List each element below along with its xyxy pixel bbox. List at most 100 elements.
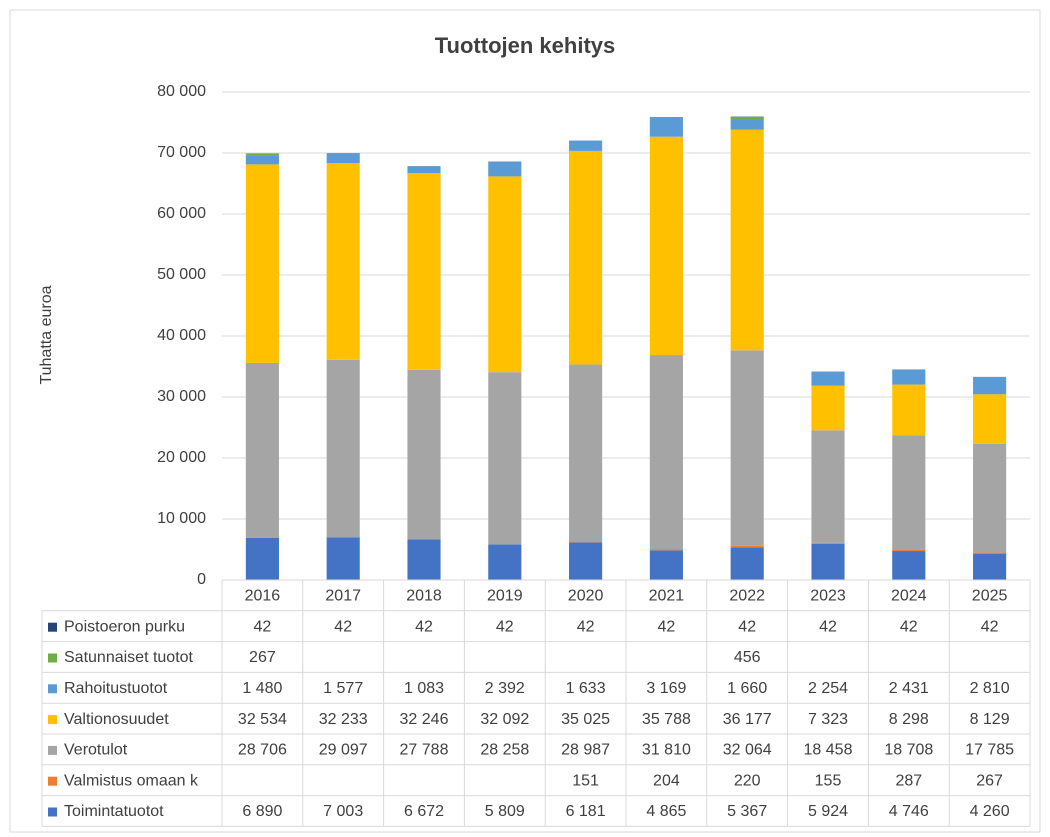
legend-key (48, 653, 57, 663)
bar-segment (892, 549, 926, 552)
bar-segment (730, 129, 764, 351)
table-value: 6 672 (404, 803, 444, 820)
table-value: 267 (249, 649, 276, 666)
bar-segment (730, 350, 764, 546)
bar-segment (326, 153, 360, 164)
bar-segment (569, 150, 603, 365)
x-tick-label: 2025 (972, 588, 1008, 605)
legend-key (48, 715, 57, 725)
bar-segment (407, 173, 441, 370)
legend-key (48, 807, 57, 817)
y-tick-label: 50 000 (157, 266, 206, 283)
bar-segment (407, 166, 441, 174)
bar-segment (245, 155, 279, 165)
table-value: 42 (738, 618, 756, 635)
y-tick-label: 20 000 (157, 449, 206, 466)
y-tick-label: 40 000 (157, 327, 206, 344)
bar-segment (488, 176, 522, 373)
table-value: 2 392 (485, 680, 525, 697)
bar-segment (892, 435, 926, 550)
bar-segment (649, 355, 683, 550)
table-value: 28 706 (238, 742, 287, 759)
bar-segment (488, 544, 522, 580)
legend-key (48, 776, 57, 786)
table-value: 17 785 (965, 742, 1014, 759)
legend-key (48, 684, 57, 694)
bar-segment (649, 136, 683, 356)
table-value: 35 788 (642, 711, 691, 728)
table-value: 6 181 (566, 803, 606, 820)
bar-segment (326, 537, 360, 580)
table-value: 1 660 (727, 680, 767, 697)
bar-segment (730, 547, 764, 580)
legend-label: Valmistus omaan k (64, 772, 199, 789)
legend-label: Valtionosuudet (64, 711, 169, 728)
bar-segment (407, 369, 441, 540)
legend-key (48, 622, 57, 632)
table-value: 155 (815, 772, 842, 789)
bar-segment (488, 161, 522, 177)
bar-segment (488, 372, 522, 545)
table-value: 287 (895, 772, 922, 789)
bar-segment (730, 545, 764, 548)
table-value: 42 (415, 618, 433, 635)
table-value: 42 (658, 618, 676, 635)
x-tick-label: 2020 (568, 588, 604, 605)
x-tick-label: 2016 (245, 588, 281, 605)
table-value: 32 233 (319, 711, 368, 728)
table-value: 7 323 (808, 711, 848, 728)
bar-segment (892, 369, 926, 385)
x-tick-label: 2017 (325, 588, 361, 605)
table-value: 32 064 (723, 742, 772, 759)
x-tick-label: 2021 (649, 588, 685, 605)
bar-segment (326, 163, 360, 360)
table-value: 2 431 (889, 680, 929, 697)
table-value: 267 (976, 772, 1003, 789)
bar-segment (973, 443, 1007, 553)
table-value: 42 (819, 618, 837, 635)
table-value: 456 (734, 649, 761, 666)
bar-segment (730, 116, 764, 120)
bar-segment (569, 140, 603, 151)
bar-segment (245, 537, 279, 580)
table-value: 42 (981, 618, 999, 635)
table-value: 2 254 (808, 680, 848, 697)
x-tick-label: 2022 (729, 588, 765, 605)
bar-segment (407, 539, 441, 580)
bar-segment (973, 377, 1007, 395)
bar-segment (569, 541, 603, 543)
bar-segment (649, 549, 683, 551)
bar-segment (811, 543, 845, 580)
table-value: 42 (900, 618, 918, 635)
bar-segment (245, 164, 279, 363)
bar-segment (892, 551, 926, 580)
table-value: 35 025 (561, 711, 610, 728)
x-tick-label: 2019 (487, 588, 523, 605)
bar-segment (649, 550, 683, 580)
chart-border (9, 9, 1041, 833)
table-value: 32 092 (480, 711, 529, 728)
table-value: 27 788 (400, 742, 449, 759)
table-value: 1 577 (323, 680, 363, 697)
table-value: 32 246 (400, 711, 449, 728)
table-value: 42 (496, 618, 514, 635)
bar-segment (569, 542, 603, 580)
bar-segment (973, 394, 1007, 444)
table-value: 6 890 (242, 803, 282, 820)
table-value: 3 169 (646, 680, 686, 697)
legend-label: Toimintatuotot (64, 803, 164, 820)
table-value: 1 633 (566, 680, 606, 697)
bar-segment (730, 119, 764, 130)
bar-segment (245, 362, 279, 538)
table-value: 4 865 (646, 803, 686, 820)
table-value: 32 534 (238, 711, 287, 728)
table-value: 5 809 (485, 803, 525, 820)
table-value: 4 260 (970, 803, 1010, 820)
bar-segment (973, 552, 1007, 555)
table-value: 42 (254, 618, 272, 635)
table-value: 42 (334, 618, 352, 635)
table-value: 1 083 (404, 680, 444, 697)
table-value: 7 003 (323, 803, 363, 820)
